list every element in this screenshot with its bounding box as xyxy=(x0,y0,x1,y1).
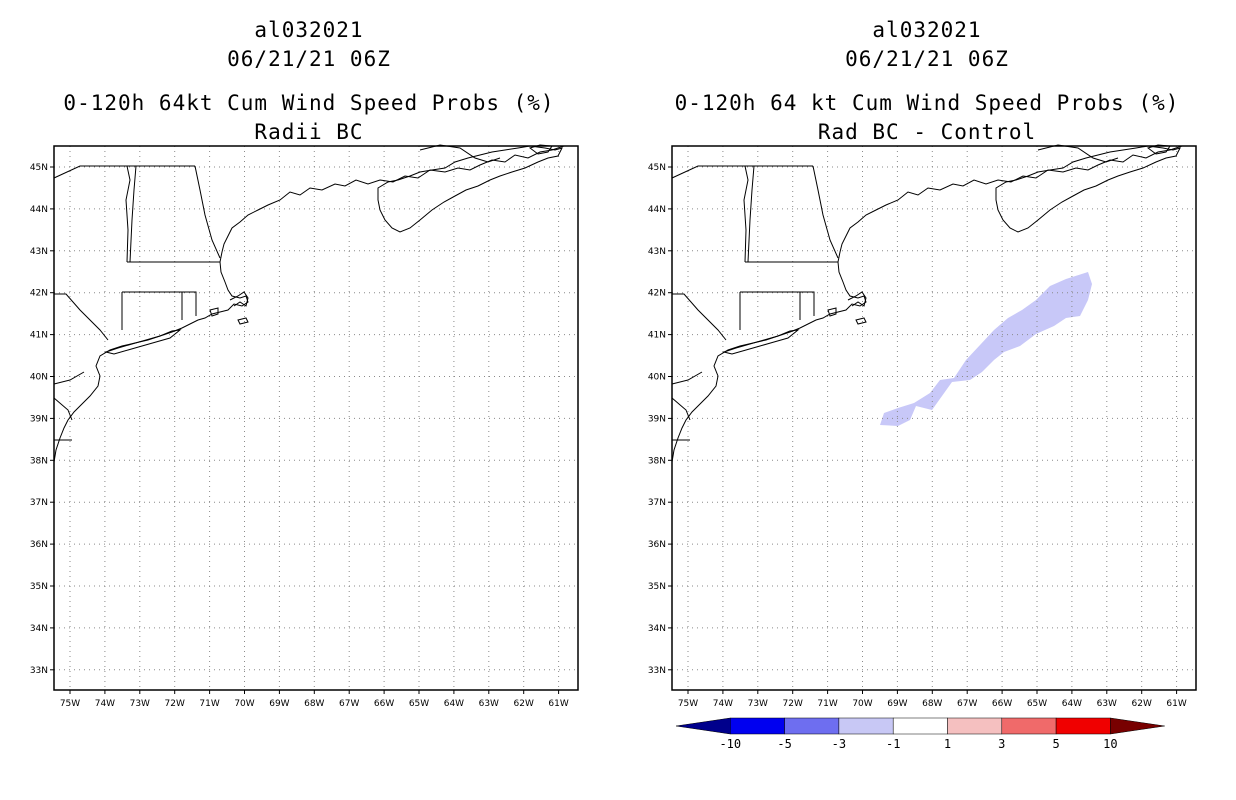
right-lon-label: 70W xyxy=(852,699,872,709)
left-lon-label: 72W xyxy=(165,699,185,709)
right-lon-label: 67W xyxy=(957,699,977,709)
colorbar-segment xyxy=(784,717,840,735)
colorbar-segment xyxy=(947,717,1003,735)
left-lon-label: 66W xyxy=(374,699,394,709)
left-lat-label: 40N xyxy=(30,373,48,383)
right-lat-label: 45N xyxy=(648,163,666,173)
left-lon-label: 70W xyxy=(234,699,254,709)
left-lon-label: 61W xyxy=(548,699,568,709)
left-lat-label: 42N xyxy=(30,289,48,299)
right-lon-label: 65W xyxy=(1027,699,1047,709)
left-map-frame: 45N 44N 43N 42N 41N 40N 39N 38N 37N 36N 35N 34N 33N 7… xyxy=(30,144,579,709)
right-coastline xyxy=(671,144,1183,463)
colorbar-label: -1 xyxy=(886,737,900,751)
colorbar-label: 5 xyxy=(1052,737,1059,751)
colorbar: -10 -5 -3 -1 1 3 5 10 xyxy=(675,717,1165,751)
right-storm-id: al032021 xyxy=(872,18,982,42)
left-lon-label: 74W xyxy=(95,699,115,709)
right-lon-label: 72W xyxy=(783,699,803,709)
right-map-panel: al032021 06/21/21 06Z 0-120h 64 kt Cum W… xyxy=(618,0,1236,800)
left-lon-label: 69W xyxy=(269,699,289,709)
right-lat-label: 44N xyxy=(648,205,666,215)
colorbar-label: -5 xyxy=(777,737,791,751)
left-lat-label: 39N xyxy=(30,414,48,424)
left-lon-label: 63W xyxy=(479,699,499,709)
left-lat-label: 44N xyxy=(30,205,48,215)
left-storm-id: al032021 xyxy=(254,18,364,42)
left-lon-label: 73W xyxy=(130,699,150,709)
right-lon-label: 73W xyxy=(748,699,768,709)
right-lon-label: 66W xyxy=(992,699,1012,709)
right-lat-label: 36N xyxy=(648,540,666,550)
right-lon-label: 63W xyxy=(1097,699,1117,709)
right-lon-label: 62W xyxy=(1132,699,1152,709)
colorbar-label: -10 xyxy=(719,737,741,751)
right-lon-label: 69W xyxy=(887,699,907,709)
right-lat-label: 38N xyxy=(648,456,666,466)
right-lon-label: 64W xyxy=(1062,699,1082,709)
right-lon-label: 61W xyxy=(1166,699,1186,709)
colorbar-segment xyxy=(675,717,731,735)
probability-difference-area xyxy=(880,272,1092,426)
colorbar-label: 10 xyxy=(1103,737,1117,751)
left-lat-label: 43N xyxy=(30,247,48,257)
left-coastline xyxy=(53,144,565,463)
colorbar-segment xyxy=(1110,717,1165,735)
right-map-border xyxy=(671,145,1197,691)
left-grid xyxy=(54,146,578,690)
right-lon-label: 74W xyxy=(713,699,733,709)
colorbar-segment xyxy=(892,717,948,735)
right-lat-label: 41N xyxy=(648,331,666,341)
left-lat-label: 45N xyxy=(30,163,48,173)
right-datetime: 06/21/21 06Z xyxy=(845,47,1009,71)
left-map-border xyxy=(53,145,579,691)
right-state-borders xyxy=(671,165,839,441)
colorbar-label: -3 xyxy=(832,737,846,751)
colorbar-segment xyxy=(1001,717,1057,735)
right-lat-label: 35N xyxy=(648,582,666,592)
right-lat-label: 42N xyxy=(648,289,666,299)
left-lon-label: 71W xyxy=(199,699,219,709)
left-lon-label: 64W xyxy=(444,699,464,709)
right-lat-label: 33N xyxy=(648,666,666,676)
colorbar-segment xyxy=(1055,717,1111,735)
left-lon-label: 68W xyxy=(304,699,324,709)
left-subtitle: Radii BC xyxy=(254,120,364,144)
left-state-borders xyxy=(53,165,221,441)
right-lon-label: 68W xyxy=(922,699,942,709)
left-lat-label: 38N xyxy=(30,456,48,466)
right-lon-label: 75W xyxy=(678,699,698,709)
right-lat-label: 43N xyxy=(648,247,666,257)
colorbar-label: 1 xyxy=(944,737,951,751)
left-lat-label: 35N xyxy=(30,582,48,592)
colorbar-segment xyxy=(730,717,785,735)
left-lon-label: 75W xyxy=(60,699,80,709)
right-lat-label: 37N xyxy=(648,498,666,508)
left-lon-label: 62W xyxy=(514,699,534,709)
right-lat-label: 34N xyxy=(648,624,666,634)
right-lon-label: 71W xyxy=(817,699,837,709)
left-map-panel: al032021 06/21/21 06Z 0-120h 64kt Cum Wi… xyxy=(30,18,579,709)
colorbar-segment xyxy=(838,717,894,735)
left-lat-label: 41N xyxy=(30,331,48,341)
right-lat-label: 39N xyxy=(648,414,666,424)
left-title: 0-120h 64kt Cum Wind Speed Probs (%) xyxy=(63,91,555,115)
right-map-frame: -10 -5 -3 -1 1 3 5 10 45N 44N 43N 42N 41N 40N 39N 38N 3… xyxy=(648,144,1197,751)
left-datetime: 06/21/21 06Z xyxy=(227,47,391,71)
right-grid xyxy=(672,146,1196,690)
left-lon-label: 65W xyxy=(409,699,429,709)
colorbar-label: 3 xyxy=(998,737,1005,751)
right-lat-label: 40N xyxy=(648,373,666,383)
left-lat-label: 34N xyxy=(30,624,48,634)
left-lon-label: 67W xyxy=(339,699,359,709)
left-lat-label: 36N xyxy=(30,540,48,550)
left-lat-label: 37N xyxy=(30,498,48,508)
left-lat-label: 33N xyxy=(30,666,48,676)
right-subtitle: Rad BC - Control xyxy=(817,120,1037,144)
right-title: 0-120h 64 kt Cum Wind Speed Probs (%) xyxy=(674,91,1180,115)
